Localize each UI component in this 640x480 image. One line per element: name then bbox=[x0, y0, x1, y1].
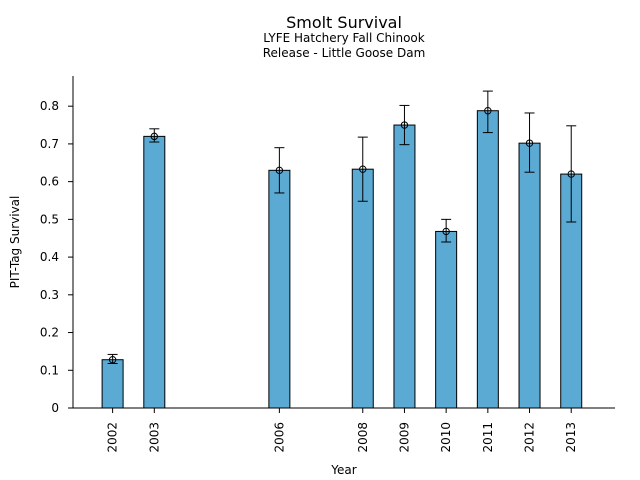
bar-2003 bbox=[143, 135, 166, 409]
y-tick-label-4: 0.4 bbox=[40, 250, 59, 264]
bar-2011 bbox=[476, 110, 499, 409]
y-tick-label-5: 0.5 bbox=[40, 212, 59, 226]
x-tick-label-2002: 2002 bbox=[106, 422, 120, 453]
x-tick-label-2013: 2013 bbox=[564, 422, 578, 453]
x-tick-label-2009: 2009 bbox=[397, 422, 411, 453]
point-marker-2011 bbox=[484, 107, 492, 115]
point-marker-2013 bbox=[567, 170, 575, 178]
chart-subtitle-line-2: Release - Little Goose Dam bbox=[263, 46, 426, 60]
point-marker-2006 bbox=[275, 166, 284, 175]
point-marker-2002 bbox=[108, 356, 117, 364]
point-marker-2010 bbox=[442, 227, 450, 236]
x-tick-label-2008: 2008 bbox=[356, 422, 370, 453]
point-marker-2012 bbox=[525, 139, 534, 147]
bar-2002 bbox=[101, 359, 124, 409]
y-tick-label-1: 0.1 bbox=[40, 363, 59, 377]
bar-2006 bbox=[268, 169, 291, 409]
bar-2009 bbox=[393, 124, 416, 409]
x-tick-label-2010: 2010 bbox=[439, 422, 453, 453]
y-tick-label-2: 0.2 bbox=[40, 326, 59, 340]
point-marker-2009 bbox=[400, 121, 409, 129]
plot-area: 0 0.1 0.2 0.3 0.4 0.5 0.6 0.7 0.8 2002 2003 2006 200… bbox=[40, 90, 583, 453]
bar-2008 bbox=[351, 168, 374, 409]
x-tick-label-2006: 2006 bbox=[272, 422, 286, 453]
x-tick-label-2012: 2012 bbox=[523, 422, 537, 453]
y-tick-label-3: 0.3 bbox=[40, 288, 59, 302]
chart-subtitle-line-1: LYFE Hatchery Fall Chinook bbox=[263, 31, 424, 45]
y-tick-label-8: 0.8 bbox=[40, 99, 59, 113]
bar-2012 bbox=[518, 142, 541, 409]
chart-title: Smolt Survival bbox=[286, 13, 402, 32]
x-tick-label-2011: 2011 bbox=[481, 422, 495, 453]
point-marker-2008 bbox=[359, 165, 367, 173]
y-tick-label-0: 0 bbox=[51, 401, 59, 415]
point-marker-2003 bbox=[150, 132, 159, 141]
x-axis-label: Year bbox=[330, 463, 356, 477]
y-axis-label: PIT-Tag Survival bbox=[8, 196, 22, 289]
bar-2010 bbox=[435, 230, 458, 409]
y-tick-label-7: 0.7 bbox=[40, 137, 59, 151]
y-tick-label-6: 0.6 bbox=[40, 175, 59, 189]
x-tick-label-2003: 2003 bbox=[147, 422, 161, 453]
